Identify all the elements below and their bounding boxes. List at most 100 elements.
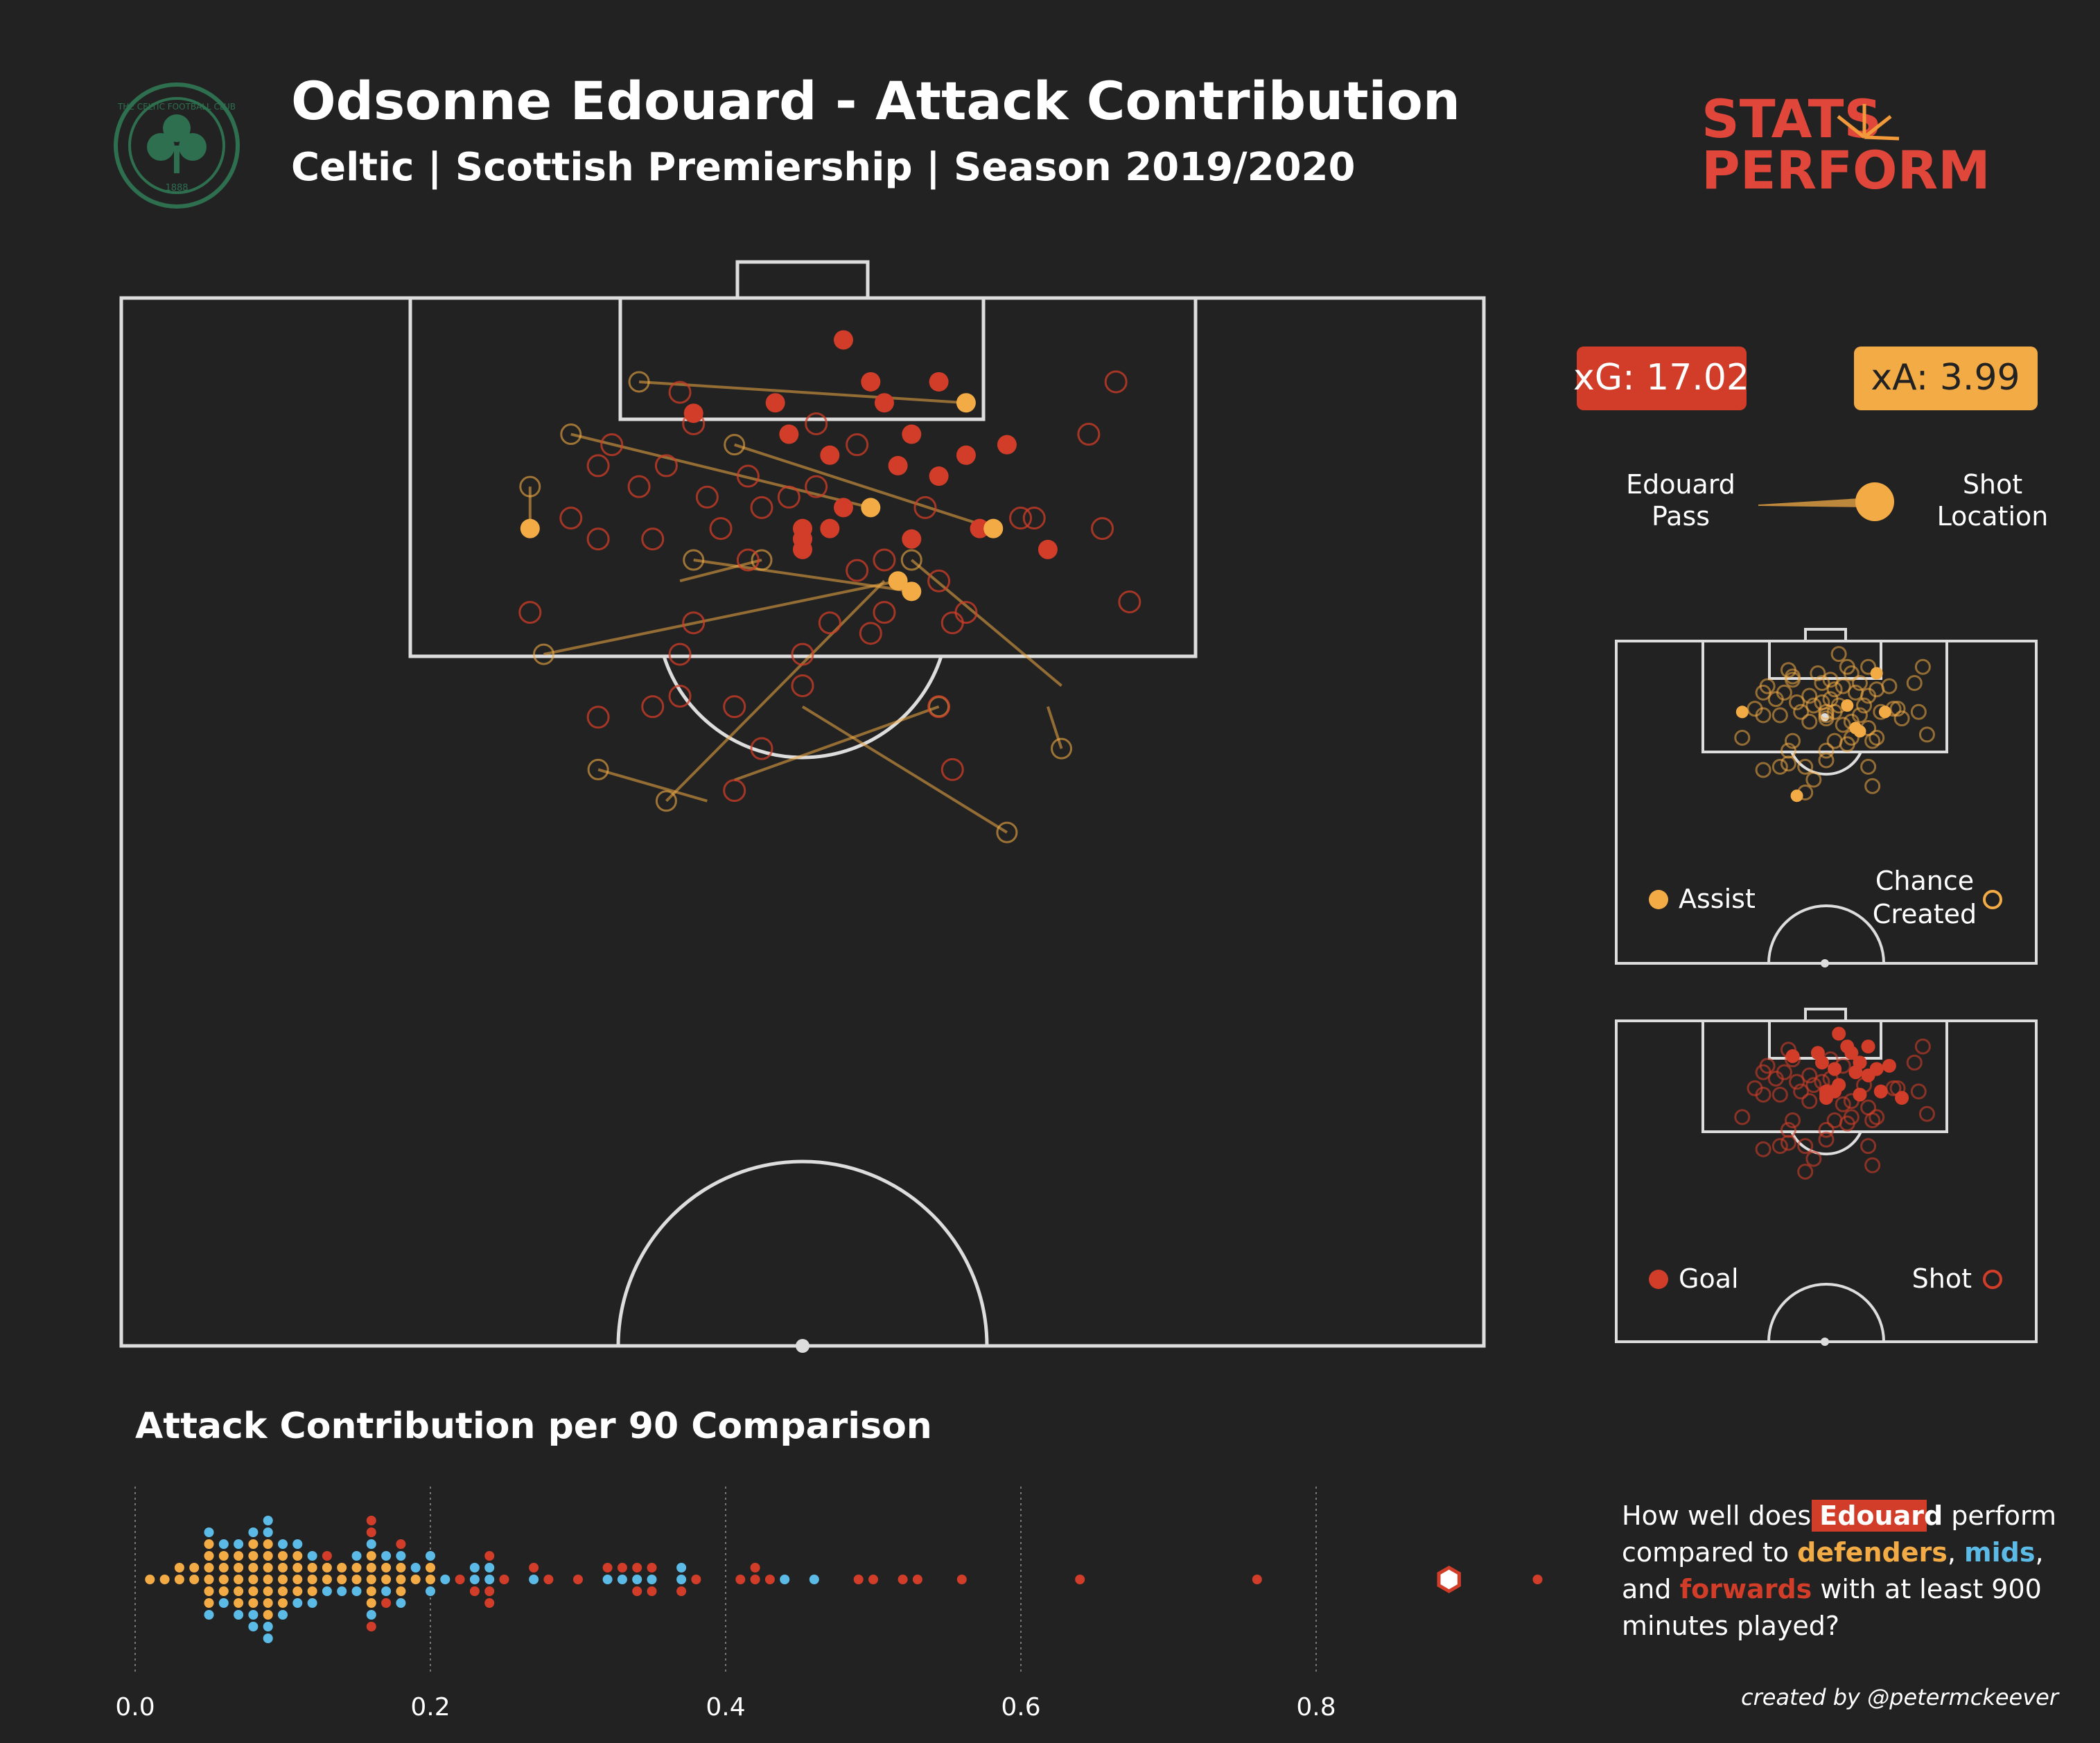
shot-marker (641, 527, 665, 551)
chance-marker (1785, 733, 1801, 749)
shot-marker (1780, 1135, 1796, 1151)
goal-marker (997, 435, 1017, 455)
swarm-dot (676, 1586, 687, 1596)
xa-value: xA: 3.99 (1871, 357, 2020, 398)
shot-marker (1755, 1086, 1771, 1103)
goal-marker (820, 445, 840, 465)
swarm-dot (410, 1575, 421, 1584)
shot-marker (940, 611, 964, 635)
credit: created by @petermckeever (1741, 1684, 2060, 1710)
swarm-dot (366, 1575, 376, 1584)
swarm-dot (278, 1563, 288, 1573)
shot-marker (586, 706, 610, 729)
chance-marker (1814, 674, 1830, 691)
swarm-dot (381, 1598, 392, 1608)
swarm-dot (292, 1539, 303, 1549)
assist-pitch-marks (1734, 646, 1935, 803)
swarm-dot (573, 1575, 583, 1584)
swarm-dot (204, 1551, 214, 1561)
pass-origin (900, 549, 922, 571)
question-defenders: defenders (1797, 1537, 1948, 1568)
shot-marker (1835, 1096, 1851, 1112)
shot-marker (1785, 1112, 1801, 1129)
pass-line (801, 705, 1008, 834)
swarm-dot (381, 1551, 392, 1561)
chance-marker (1906, 674, 1923, 691)
shot-marker (1910, 1083, 1927, 1100)
main-pitch (119, 260, 1486, 1348)
swarm-dot (174, 1575, 184, 1584)
goal-marker (902, 529, 922, 549)
chance-marker (1864, 733, 1881, 749)
shot-marker (723, 695, 746, 719)
shot-marker (559, 507, 583, 530)
swarm-dot (189, 1575, 200, 1584)
shot-marker (1077, 423, 1101, 446)
swarm-dot (278, 1551, 288, 1561)
brand-line2: PERFORM (1701, 139, 1990, 201)
assist-marker (1841, 699, 1854, 712)
shot-marker (818, 611, 841, 635)
xg-badge: xG: 17.02 (1573, 347, 1749, 410)
comparison-swarm (145, 1516, 1543, 1643)
swarm-dot (248, 1563, 259, 1573)
shot-pitch-marks (1734, 1026, 1935, 1180)
shot-marker (750, 496, 773, 519)
pass-origin (683, 549, 705, 571)
swarm-dot (204, 1586, 214, 1596)
chance-marker (1771, 758, 1788, 775)
swarm-dot (366, 1622, 376, 1631)
swarm-dot (351, 1563, 362, 1573)
goal-legend-icon (1649, 1270, 1668, 1289)
shot-marker (1793, 1083, 1810, 1100)
shot-marker (1771, 1138, 1788, 1155)
swarm-dot (234, 1539, 244, 1549)
swarm-dot (204, 1598, 214, 1608)
swarm-dot (307, 1586, 317, 1596)
pass-line (1046, 706, 1063, 749)
shot-label-1: Shot (1963, 469, 2022, 500)
pass-origin (724, 434, 746, 456)
shot-marker (736, 464, 760, 488)
question-part: , (1948, 1537, 1964, 1568)
shot-marker (1776, 1064, 1792, 1080)
swarm-dot (292, 1598, 303, 1608)
swarm-dot (351, 1575, 362, 1584)
assist-marker (1735, 706, 1749, 719)
swarm-dot (263, 1575, 273, 1584)
shot-marker (1826, 1112, 1843, 1129)
goal-marker (1814, 1056, 1829, 1070)
swarm-dot (307, 1575, 317, 1584)
shot-marker (1918, 1105, 1935, 1122)
assist-shot-marker (983, 518, 1004, 538)
shot-marker (1022, 507, 1046, 530)
chance-marker (1801, 713, 1818, 730)
swarm-dot (292, 1551, 303, 1561)
swarm-dot (248, 1551, 259, 1561)
chance-legend-icon (1983, 890, 2002, 909)
pass-line (679, 559, 762, 583)
swarm-dot (499, 1575, 509, 1584)
goal-marker (1844, 1046, 1859, 1060)
goal-marker (1861, 1040, 1875, 1054)
chance-marker (1869, 730, 1885, 746)
shot-marker (518, 601, 542, 624)
goal-marker (956, 445, 976, 465)
chance-marker (1826, 681, 1843, 698)
assist-marker (1790, 789, 1803, 803)
question-part: perform (1943, 1500, 2056, 1531)
chance-marker (1918, 726, 1935, 743)
chance-marker (1801, 687, 1818, 704)
shot-marker (1771, 1086, 1788, 1103)
chance-marker (1776, 684, 1792, 701)
shot-marker (750, 737, 773, 760)
swarm-dot (292, 1586, 303, 1596)
pass-origin (655, 790, 677, 812)
swarm-dot (780, 1575, 790, 1584)
goal-marker (888, 455, 908, 475)
shot-marker (1869, 1109, 1885, 1125)
pass-line (597, 768, 708, 803)
brand-line1: STATS (1701, 88, 1882, 150)
swarm-dot (218, 1586, 229, 1596)
goal-marker (833, 498, 853, 518)
